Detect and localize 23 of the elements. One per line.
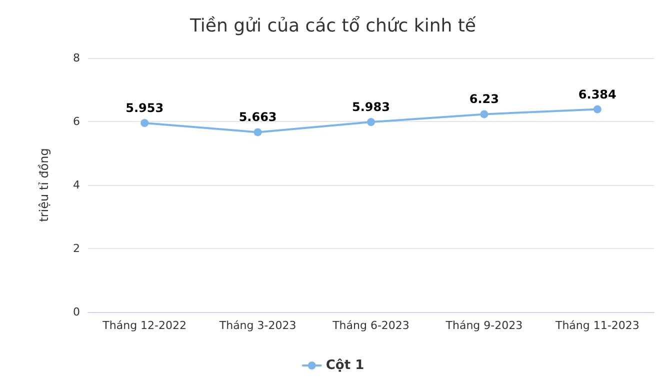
point [140,118,149,127]
data-label: 5.983 [352,100,390,114]
x-tick-label: Tháng 12-2022 [102,319,187,332]
x-tick-label: Tháng 3-2023 [218,319,296,332]
y-tick-label: 0 [73,306,80,318]
point [593,105,602,114]
point [254,128,262,136]
data-label: 5.663 [238,110,277,124]
data-label: 6.23 [469,92,500,106]
y-axis-title: triệu tỉ đồng [37,148,51,222]
data-label: 5.953 [126,100,164,115]
legend-label: Cột 1 [326,358,364,373]
x-tick-label: Tháng 9-2023 [444,319,523,332]
y-tick-label: 8 [73,52,80,64]
x-tick-label: Tháng 6-2023 [332,319,410,332]
y-tick-label: 6 [73,115,80,128]
y-tick-label: 2 [73,242,80,255]
x-tick-label: Tháng 11-2023 [554,319,640,332]
point [480,110,488,118]
y-tick-label: 4 [73,178,80,192]
point [367,118,375,126]
data-label: 6.384 [578,87,616,102]
chart-title: Tiền gửi của các tổ chức kinh tế [188,16,477,36]
